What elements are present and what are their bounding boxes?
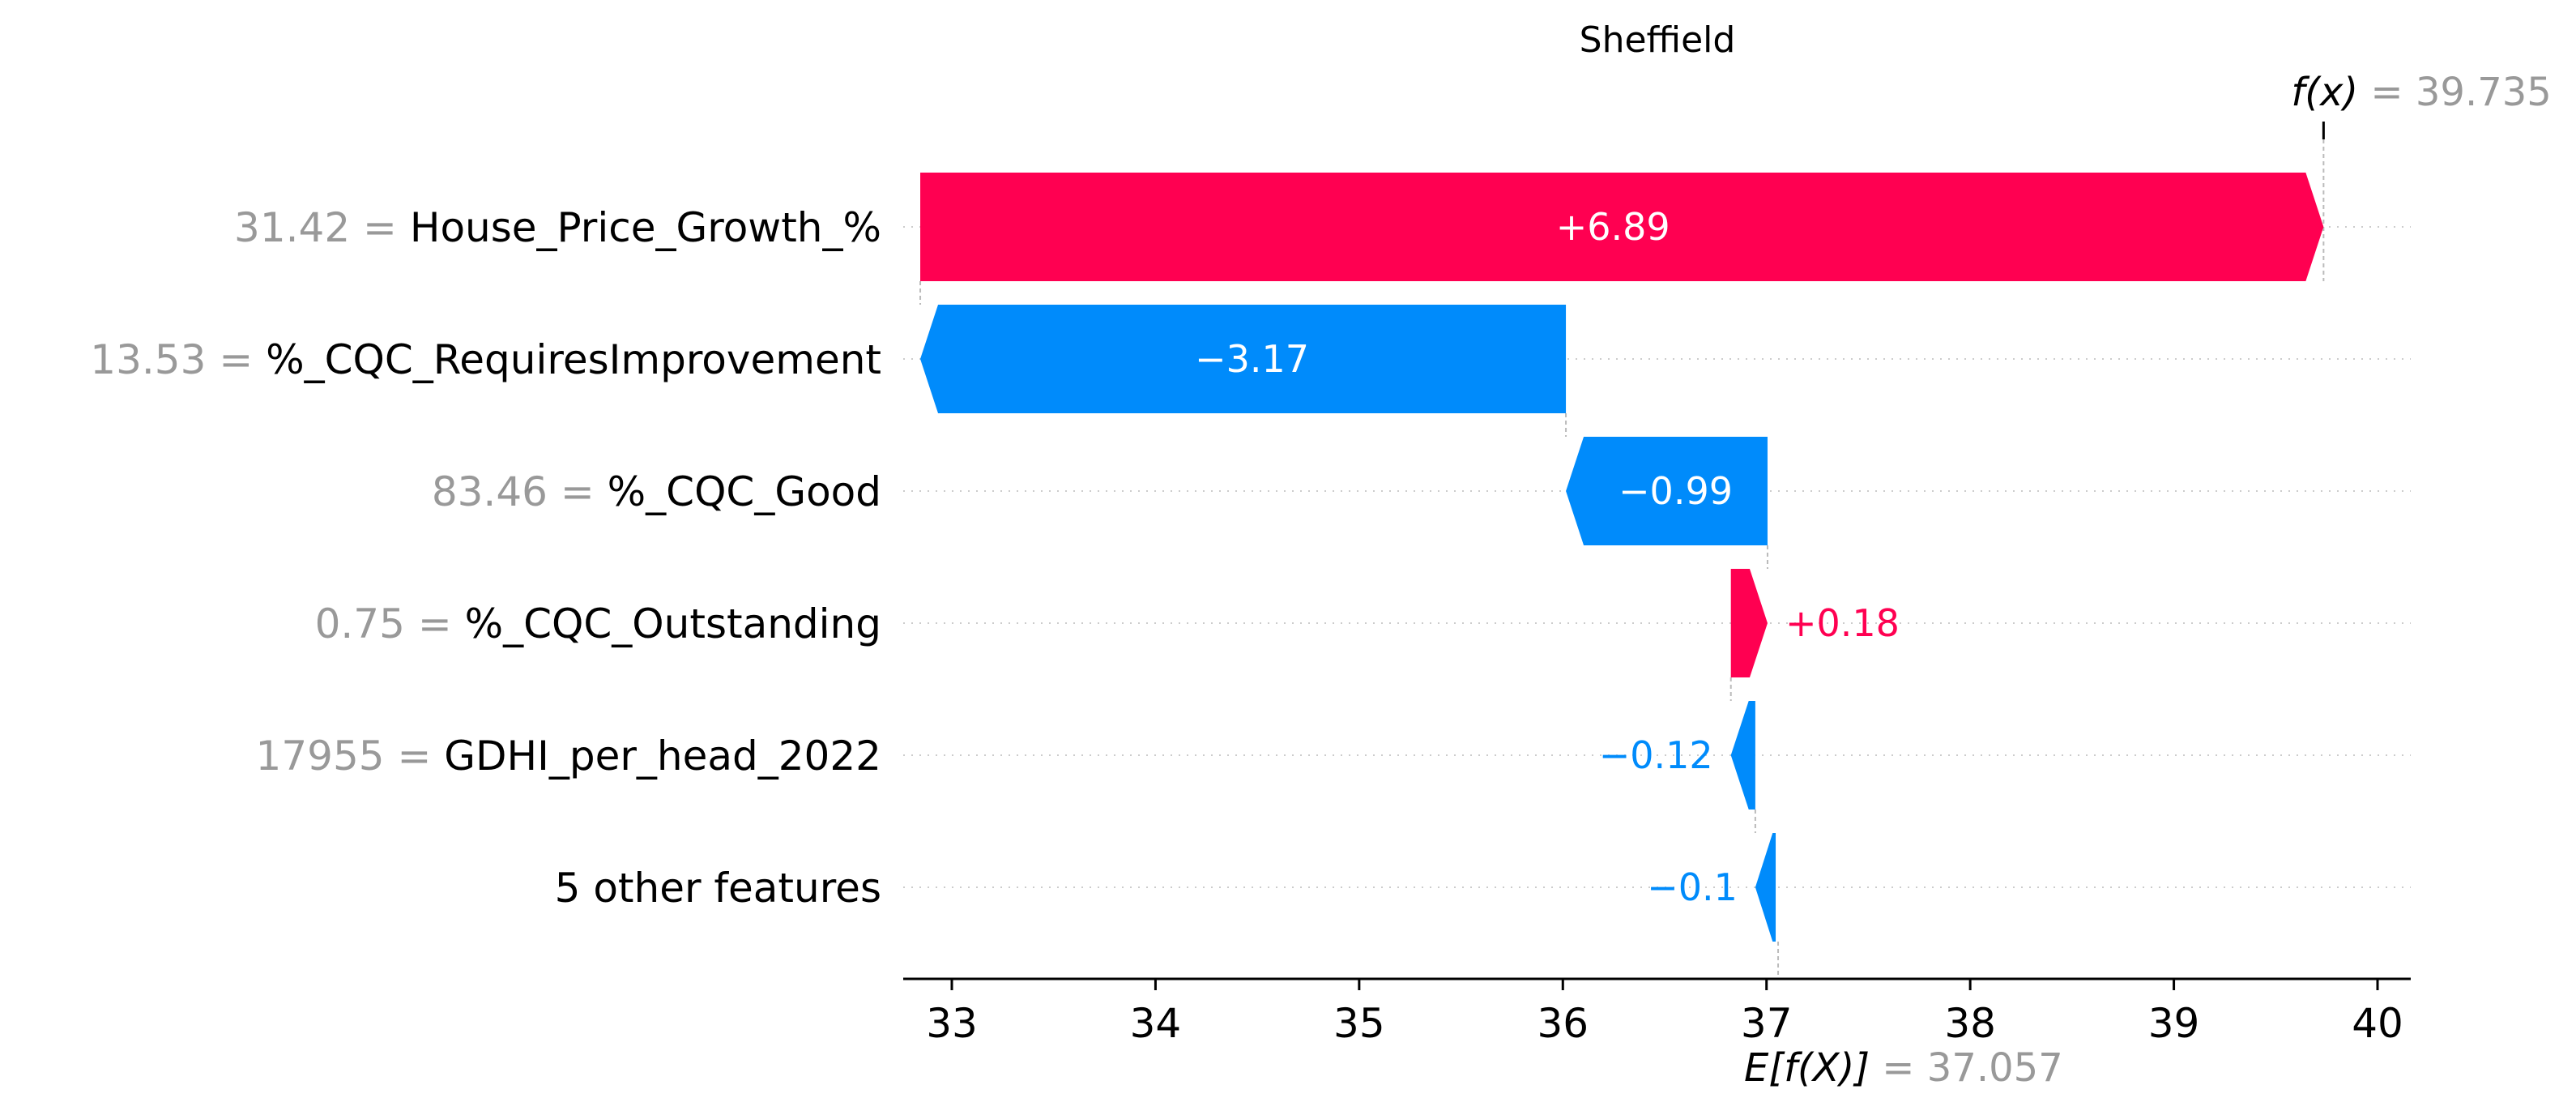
bar-value-label: +6.89	[1556, 205, 1670, 249]
bar-positive	[920, 173, 2324, 281]
ex-label: E[f(X)]	[1744, 1045, 1870, 1091]
bar-positive	[1730, 569, 1768, 677]
ex-annotation: E[f(X)] = 37.057	[1744, 1045, 2063, 1091]
feature-name: %_CQC_Outstanding	[465, 600, 881, 647]
bar-value-label: −3.17	[1195, 337, 1309, 381]
feature-name: House_Price_Growth_%	[410, 204, 881, 251]
feature-name: %_CQC_RequiresImprovement	[266, 336, 881, 383]
feature-value: 31.42 =	[234, 204, 410, 251]
label-layer: 31.42 = House_Price_Growth_% +6.89 13.53 =…	[90, 204, 1900, 912]
feature-name: GDHI_per_head_2022	[444, 733, 881, 780]
feature-value: 0.75 =	[315, 600, 465, 647]
fx-annotation: f(x) = 39.735	[2291, 70, 2551, 115]
bar-value-label: −0.12	[1599, 733, 1713, 777]
feature-label: 0.75 = %_CQC_Outstanding	[315, 600, 881, 647]
x-tick-label: 40	[2352, 1000, 2403, 1047]
bar-negative	[1755, 833, 1776, 942]
feature-value: 13.53 =	[90, 336, 266, 383]
bar-negative	[920, 305, 1567, 413]
fx-value: = 39.735	[2358, 70, 2552, 115]
ex-value: = 37.057	[1870, 1045, 2063, 1091]
bar-negative	[1730, 701, 1755, 810]
feature-label: 17955 = GDHI_per_head_2022	[256, 733, 881, 780]
bar-value-label: −0.1	[1647, 865, 1738, 909]
fx-label: f(x)	[2291, 70, 2358, 115]
x-tick-label: 38	[1944, 1000, 1996, 1047]
bar-negative	[1566, 437, 1768, 545]
bar-value-label: +0.18	[1785, 601, 1900, 645]
chart-title: Sheffield	[1580, 19, 1736, 61]
feature-label: 31.42 = House_Price_Growth_%	[234, 204, 881, 251]
x-tick-label: 39	[2148, 1000, 2200, 1047]
feature-name: 5 other features	[555, 865, 881, 912]
x-tick-label: 37	[1741, 1000, 1793, 1047]
x-tick-label: 35	[1333, 1000, 1385, 1047]
feature-label: 83.46 = %_CQC_Good	[432, 468, 881, 515]
feature-name: %_CQC_Good	[608, 468, 881, 515]
x-axis: 33 34 35 36 37 38 39 40	[903, 122, 2411, 1047]
bar-layer	[920, 173, 2324, 942]
connector-layer	[919, 139, 2325, 979]
feature-label: 13.53 = %_CQC_RequiresImprovement	[90, 336, 881, 383]
annotations: f(x) = 39.735 E[f(X)] = 37.057	[1744, 70, 2552, 1091]
bar-value-label: −0.99	[1619, 469, 1733, 513]
feature-label: 5 other features	[555, 865, 881, 912]
feature-value: 17955 =	[256, 733, 445, 780]
feature-value: 83.46 =	[432, 468, 608, 515]
x-tick-label: 36	[1537, 1000, 1589, 1047]
x-tick-label: 34	[1130, 1000, 1182, 1047]
x-tick-label: 33	[926, 1000, 978, 1047]
